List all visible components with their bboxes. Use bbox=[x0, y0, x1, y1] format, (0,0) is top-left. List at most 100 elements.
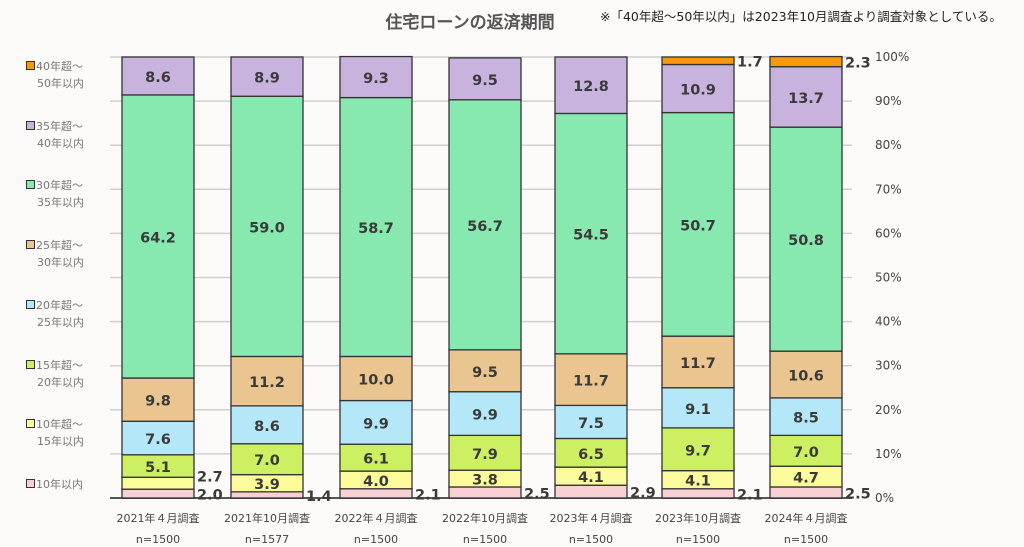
chart-title: 住宅ローンの返済期間 bbox=[385, 13, 555, 33]
y-tick-label: 30% bbox=[875, 359, 902, 373]
bar-segment bbox=[121, 420, 195, 456]
bar-segment bbox=[448, 391, 522, 437]
data-label: 2.7 bbox=[197, 470, 223, 486]
bar-segment bbox=[339, 443, 413, 472]
bar-segment bbox=[121, 56, 195, 96]
bar-segment bbox=[769, 126, 843, 352]
legend-swatch bbox=[26, 419, 35, 429]
chart-note: ※「40年超～50年以内」は2023年10月調査より調査対象としている。 bbox=[600, 9, 1002, 24]
bar-segment bbox=[339, 55, 413, 99]
data-label: 9.7 bbox=[685, 443, 711, 459]
bar-segment bbox=[448, 434, 522, 471]
y-tick-label: 20% bbox=[875, 403, 902, 417]
data-label: 4.1 bbox=[685, 474, 711, 490]
legend-swatch bbox=[26, 299, 35, 309]
legend-item: 35年超～ 40年以内 bbox=[26, 118, 84, 152]
y-tick-label: 50% bbox=[875, 271, 902, 285]
legend-label-line2: 40年以内 bbox=[37, 136, 84, 150]
bar-segment bbox=[121, 377, 195, 422]
data-label: 12.8 bbox=[573, 79, 609, 95]
data-label: 50.8 bbox=[788, 233, 824, 249]
bar-segment bbox=[448, 349, 522, 393]
data-label: 9.5 bbox=[472, 73, 498, 89]
legend-label-line2: 30年以内 bbox=[37, 256, 84, 270]
data-label: 2.5 bbox=[845, 486, 871, 502]
bar-segment bbox=[554, 56, 628, 115]
y-tick-label: 10% bbox=[875, 447, 902, 461]
x-tick-label: 2021年４月調査 bbox=[117, 511, 200, 525]
data-label: 5.1 bbox=[145, 460, 171, 476]
data-label: 4.1 bbox=[578, 470, 604, 486]
legend-swatch bbox=[26, 180, 35, 190]
data-label: 9.9 bbox=[363, 416, 389, 432]
data-label: 3.8 bbox=[472, 473, 498, 489]
y-tick-label: 40% bbox=[875, 315, 902, 329]
legend-label-line1: 15年超～ bbox=[36, 358, 83, 372]
data-label: 50.7 bbox=[680, 218, 716, 234]
data-label: 10.9 bbox=[680, 83, 716, 99]
legend-swatch bbox=[26, 240, 35, 250]
bar-segment bbox=[339, 399, 413, 445]
data-label: 4.7 bbox=[793, 471, 819, 487]
data-label: 56.7 bbox=[467, 219, 503, 235]
data-label: 9.9 bbox=[472, 408, 498, 424]
bar-segment bbox=[554, 484, 628, 499]
data-label: 7.0 bbox=[254, 453, 280, 469]
bar-segment bbox=[769, 486, 843, 499]
x-tick-label: 2022年10月調査 bbox=[442, 511, 528, 525]
bar-segment bbox=[230, 56, 304, 97]
legend-item: 25年超～ 30年以内 bbox=[26, 237, 84, 271]
bar-segment bbox=[661, 488, 735, 499]
bar-segment bbox=[448, 486, 522, 499]
bar-segment bbox=[769, 55, 843, 68]
y-tick-label: 60% bbox=[875, 226, 902, 240]
legend-item: 10年以内 bbox=[26, 476, 83, 493]
data-label: 1.7 bbox=[737, 55, 763, 71]
data-label: 6.5 bbox=[578, 447, 604, 463]
sample-size-label: n=1500 bbox=[463, 533, 507, 546]
bar-segment bbox=[769, 397, 843, 437]
legend-item: 15年超～ 20年以内 bbox=[26, 357, 84, 391]
sample-size-label: n=1500 bbox=[784, 533, 828, 546]
data-label: 11.7 bbox=[573, 374, 609, 390]
data-label: 13.7 bbox=[788, 91, 824, 107]
data-label: 4.0 bbox=[363, 474, 389, 490]
bar-segment bbox=[661, 56, 735, 66]
legend-label-line1: 40年超～ bbox=[36, 60, 83, 73]
legend-swatch bbox=[26, 359, 35, 369]
bar-segment bbox=[661, 111, 735, 337]
y-tick-label: 70% bbox=[875, 182, 902, 196]
bar-segment bbox=[769, 66, 843, 128]
sample-size-label: n=1500 bbox=[676, 533, 720, 546]
data-label: 9.5 bbox=[472, 365, 498, 381]
bar-segment bbox=[448, 99, 522, 351]
bar-segment bbox=[661, 387, 735, 429]
y-tick-label: 90% bbox=[875, 94, 902, 108]
data-label: 2.9 bbox=[630, 486, 656, 502]
legend-label-line1: 10年超～ bbox=[36, 418, 83, 432]
bar-segment bbox=[230, 355, 304, 407]
x-tick-label: 2023年４月調査 bbox=[550, 511, 633, 525]
data-label: 2.1 bbox=[415, 487, 441, 503]
data-label: 2.5 bbox=[524, 486, 550, 502]
legend-label-line1: 10年以内 bbox=[36, 477, 83, 491]
data-label: 2.0 bbox=[197, 488, 223, 504]
y-tick-label: 80% bbox=[875, 138, 902, 152]
x-tick-label: 2021年10月調査 bbox=[224, 511, 310, 525]
bar-segment bbox=[230, 95, 304, 358]
x-tick-label: 2023年10月調査 bbox=[655, 511, 741, 525]
legend-label-line2: 35年以内 bbox=[37, 196, 84, 210]
sample-size-label: n=1500 bbox=[354, 533, 398, 546]
data-label: 8.6 bbox=[145, 70, 171, 86]
legend-swatch bbox=[26, 61, 35, 70]
bar-segment bbox=[554, 437, 628, 468]
data-label: 8.6 bbox=[254, 419, 280, 435]
data-label: 9.1 bbox=[685, 402, 711, 418]
x-tick-label: 2022年４月調査 bbox=[335, 511, 418, 525]
y-tick-label: 100% bbox=[875, 50, 909, 64]
legend-label-line2: 15年以内 bbox=[37, 435, 84, 449]
bar-segment bbox=[121, 476, 195, 490]
bar-segment bbox=[230, 405, 304, 445]
data-label: 8.9 bbox=[254, 71, 280, 87]
